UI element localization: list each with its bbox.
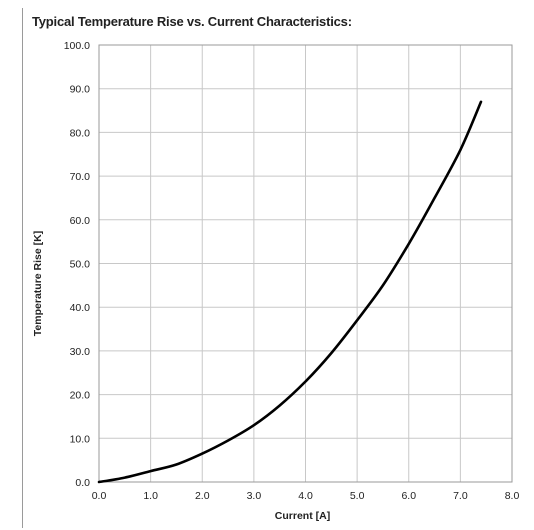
series-group	[97, 100, 483, 484]
x-tick-label: 3.0	[247, 490, 262, 502]
x-tick-label: 5.0	[350, 490, 365, 502]
plot-frame	[98, 44, 513, 483]
x-tick-label: 7.0	[453, 490, 468, 502]
y-tick-label: 100.0	[64, 40, 90, 52]
x-tick-label: 8.0	[505, 490, 520, 502]
x-tick-label: 6.0	[401, 490, 416, 502]
x-axis-title: Current [A]	[275, 510, 330, 522]
y-tick-label: 40.0	[70, 302, 91, 314]
y-tick-label: 20.0	[70, 390, 91, 402]
y-tick-label: 0.0	[75, 477, 90, 489]
y-axis-title: Temperature Rise [K]	[32, 231, 44, 336]
y-tick-label: 60.0	[70, 215, 91, 227]
chart-title: Typical Temperature Rise vs. Current Cha…	[32, 14, 352, 29]
y-tick-label: 30.0	[70, 346, 91, 358]
y-tick-label: 90.0	[70, 84, 91, 96]
series-line	[97, 100, 483, 484]
x-tick-label: 2.0	[195, 490, 210, 502]
y-tick-label: 70.0	[70, 171, 91, 183]
x-tick-label: 4.0	[298, 490, 313, 502]
y-tick-label: 10.0	[70, 433, 91, 445]
x-tick-labels: 0.0 1.0 2.0 3.0 4.0 5.0 6.0 7.0 8.0	[92, 490, 520, 502]
y-tick-label: 80.0	[70, 127, 91, 139]
x-tick-label: 0.0	[92, 490, 107, 502]
x-tick-label: 1.0	[143, 490, 158, 502]
y-tick-label: 50.0	[70, 259, 91, 271]
grid	[98, 44, 513, 483]
y-tick-labels: 0.0 10.0 20.0 30.0 40.0 50.0 60.0 70.0 80.0 90.0 1…	[64, 40, 90, 489]
page-left-rule	[22, 8, 23, 528]
